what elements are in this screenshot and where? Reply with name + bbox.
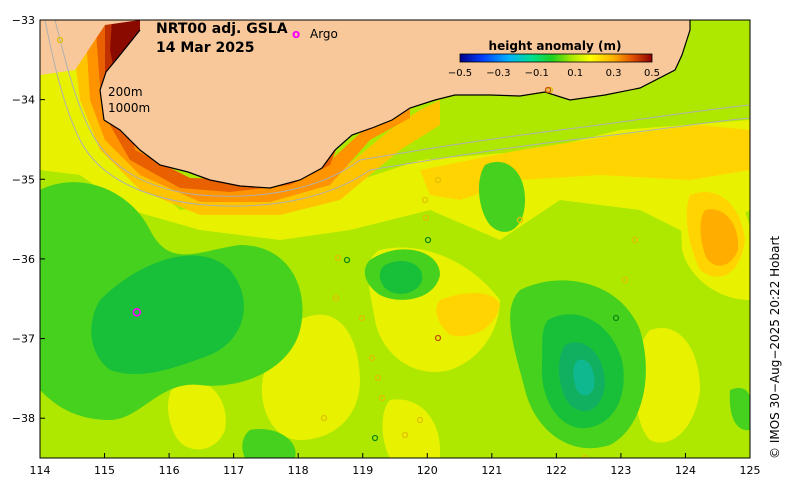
product-title: NRT00 adj. GSLA — [156, 21, 288, 37]
x-tick-label: 118 — [288, 464, 309, 477]
x-tick-label: 124 — [675, 464, 696, 477]
isobath-200m — [54, 20, 750, 197]
colorbar-tick-label: 0.1 — [567, 68, 583, 79]
warm-eddy-core — [700, 209, 739, 266]
argo-float-marker — [132, 307, 142, 317]
y-tick-label: −36 — [12, 253, 35, 266]
x-tick-label: 114 — [30, 464, 51, 477]
isobath-1000m — [44, 20, 750, 207]
plot-frame — [39, 19, 751, 459]
x-tick-label: 123 — [610, 464, 631, 477]
cold-eddy-center — [573, 359, 595, 396]
y-tick-label: −38 — [12, 412, 35, 425]
map-date: 14 Mar 2025 — [156, 40, 254, 56]
x-tick-label: 119 — [352, 464, 373, 477]
colorbar-tick-label: 0.5 — [644, 68, 660, 79]
longitude-axis: 114 115 116 117 118 119 120 121 122 123 124 125 — [30, 453, 761, 477]
x-tick-label: 120 — [417, 464, 438, 477]
x-tick-label: 121 — [481, 464, 502, 477]
argo-legend-label: Argo — [310, 27, 338, 41]
x-tick-label: 116 — [159, 464, 180, 477]
latitude-axis: −33 −34 −35 −36 −37 −38 — [12, 14, 45, 425]
x-tick-label: 117 — [223, 464, 244, 477]
colorbar-tick-label: −0.5 — [448, 68, 472, 79]
plot-area — [40, 20, 750, 458]
isobath-200m-label: 200m — [108, 85, 143, 99]
x-tick-label: 122 — [546, 464, 567, 477]
y-tick-label: −33 — [12, 14, 35, 27]
y-tick-label: −34 — [12, 94, 35, 107]
imos-credit: © IMOS 30−Aug−2025 20:22 Hobart — [768, 236, 782, 459]
colorbar-tick-label: −0.3 — [486, 68, 510, 79]
y-tick-label: −37 — [12, 333, 35, 346]
colorbar-tick-label: −0.1 — [525, 68, 549, 79]
x-tick-label: 125 — [740, 464, 761, 477]
x-tick-label: 115 — [94, 464, 115, 477]
colorbar — [459, 53, 653, 63]
colorbar-title: height anomaly (m) — [489, 39, 622, 53]
float-markers-dark — [434, 86, 552, 342]
colorbar-tick-label: 0.3 — [606, 68, 622, 79]
coastline — [99, 20, 691, 189]
y-tick-label: −35 — [12, 173, 35, 186]
isobath-1000m-label: 1000m — [108, 101, 150, 115]
argo-legend-symbol: o — [292, 27, 300, 41]
colorbar-ticks: −0.5 −0.3 −0.1 0.1 0.3 0.5 — [448, 68, 660, 79]
float-markers-green — [343, 236, 620, 442]
float-markers — [56, 36, 639, 458]
